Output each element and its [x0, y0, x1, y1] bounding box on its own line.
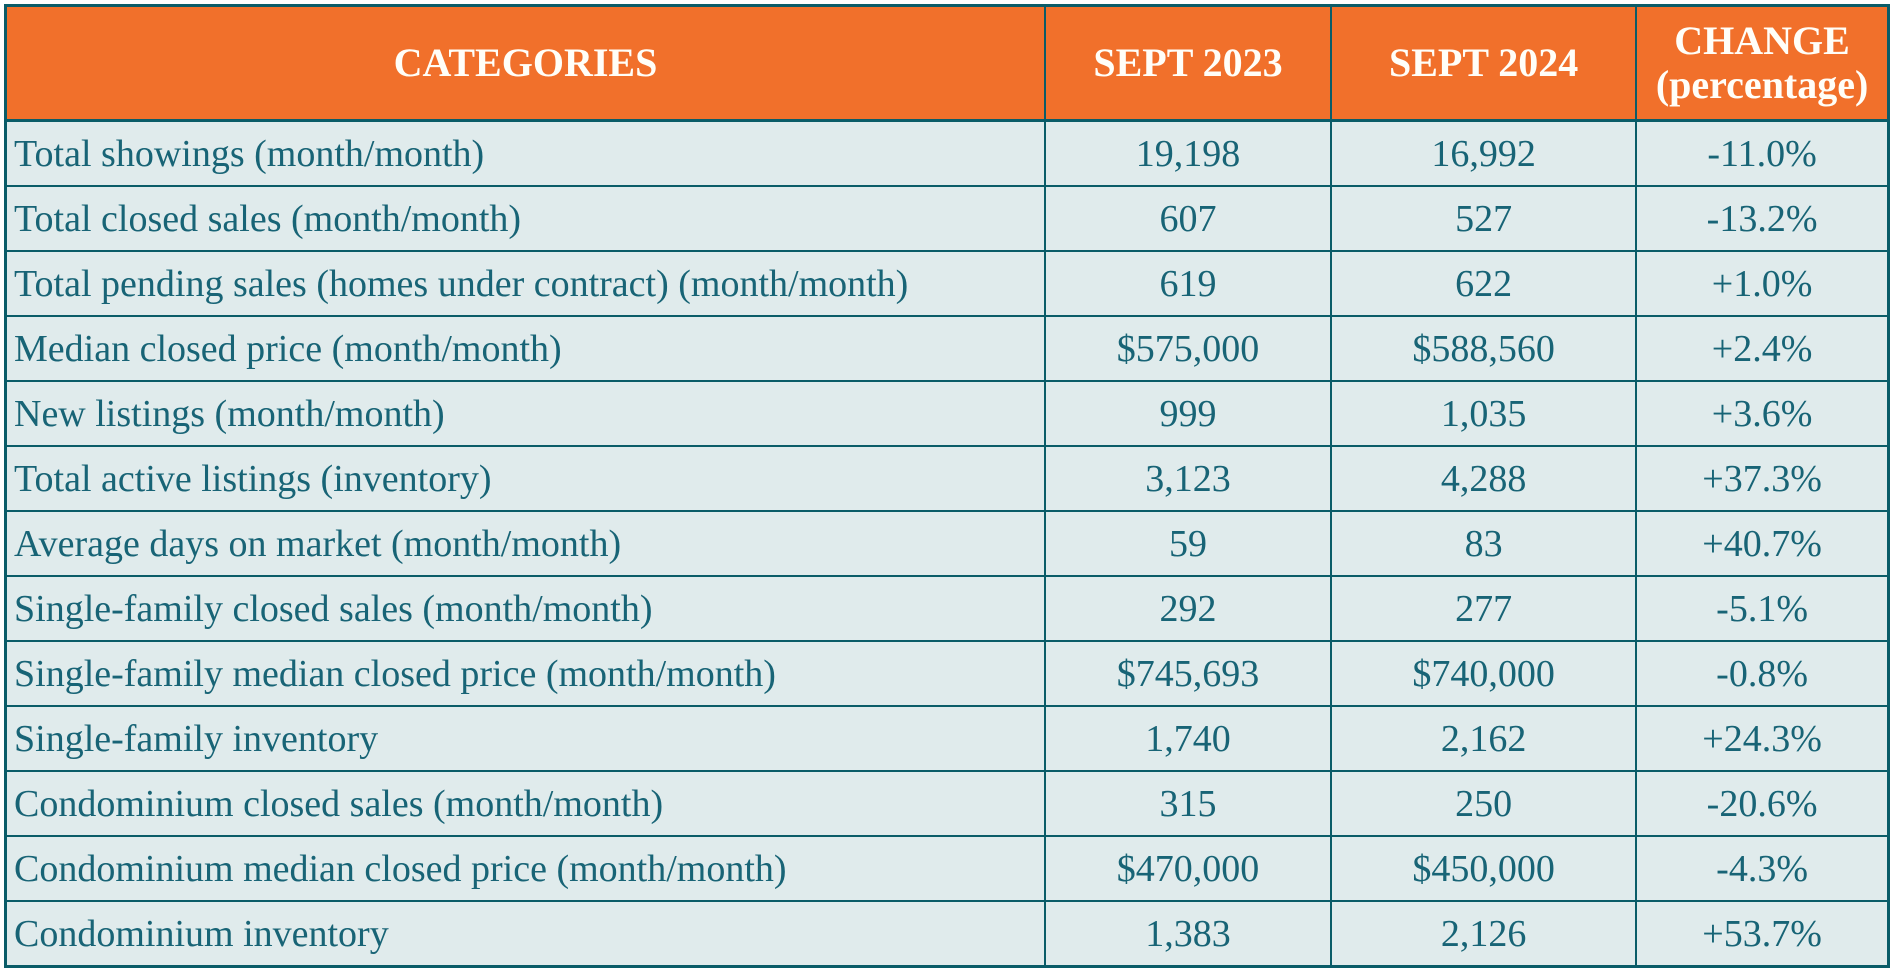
- sept-2023-value-cell: 3,123: [1043, 445, 1333, 512]
- sept-2023-value-cell: $745,693: [1043, 640, 1333, 707]
- sept-2023-value-cell: 619: [1043, 250, 1333, 317]
- change-percentage-cell: +1.0%: [1635, 250, 1890, 317]
- change-percentage-cell: +53.7%: [1635, 900, 1890, 968]
- change-percentage-cell: -11.0%: [1635, 119, 1890, 187]
- category-cell: Total showings (month/month): [4, 119, 1046, 187]
- table-row: Total closed sales (month/month) 607 527 -1…: [4, 185, 1890, 252]
- category-cell: Average days on market (month/month): [4, 510, 1046, 577]
- category-cell: Single-family median closed price (month…: [4, 640, 1046, 707]
- sept-2023-value-cell: 59: [1043, 510, 1333, 577]
- change-percentage-cell: -5.1%: [1635, 575, 1890, 642]
- change-percentage-cell: +3.6%: [1635, 380, 1890, 447]
- change-percentage-cell: +37.3%: [1635, 445, 1890, 512]
- column-header-sept-2024: SEPT 2024: [1330, 4, 1638, 122]
- table-row: Total showings (month/month) 19,198 16,992…: [4, 119, 1890, 187]
- table-row: Total active listings (inventory) 3,123 4,…: [4, 445, 1890, 512]
- header-row: CATEGORIES SEPT 2023 SEPT 2024 CHANGE (p…: [4, 4, 1890, 122]
- table-header: CATEGORIES SEPT 2023 SEPT 2024 CHANGE (p…: [4, 4, 1890, 122]
- sept-2023-value-cell: 1,383: [1043, 900, 1333, 968]
- category-cell: Condominium inventory: [4, 900, 1046, 968]
- change-percentage-cell: +40.7%: [1635, 510, 1890, 577]
- sept-2023-value-cell: 315: [1043, 770, 1333, 837]
- sept-2024-value-cell: 622: [1330, 250, 1638, 317]
- table-row: Average days on market (month/month) 59 83…: [4, 510, 1890, 577]
- column-header-change-percentage: CHANGE (percentage): [1635, 4, 1890, 122]
- market-stats-table: CATEGORIES SEPT 2023 SEPT 2024 CHANGE (p…: [4, 4, 1890, 968]
- sept-2024-value-cell: 4,288: [1330, 445, 1638, 512]
- sept-2023-value-cell: 19,198: [1043, 119, 1333, 187]
- sept-2023-value-cell: 1,740: [1043, 705, 1333, 772]
- column-header-categories: CATEGORIES: [4, 4, 1046, 122]
- table-row: New listings (month/month) 999 1,035 +3.6%: [4, 380, 1890, 447]
- category-cell: Total pending sales (homes under contrac…: [4, 250, 1046, 317]
- sept-2024-value-cell: 2,126: [1330, 900, 1638, 968]
- table-row: Median closed price (month/month) $575,00…: [4, 315, 1890, 382]
- table-row: Condominium closed sales (month/month) 31…: [4, 770, 1890, 837]
- table-row: Single-family inventory 1,740 2,162 +24.3%: [4, 705, 1890, 772]
- category-cell: Median closed price (month/month): [4, 315, 1046, 382]
- table-row: Condominium inventory 1,383 2,126 +53.7%: [4, 900, 1890, 968]
- category-cell: Total active listings (inventory): [4, 445, 1046, 512]
- category-cell: Total closed sales (month/month): [4, 185, 1046, 252]
- sept-2023-value-cell: 999: [1043, 380, 1333, 447]
- sept-2023-value-cell: $470,000: [1043, 835, 1333, 902]
- change-percentage-cell: -13.2%: [1635, 185, 1890, 252]
- sept-2023-value-cell: $575,000: [1043, 315, 1333, 382]
- sept-2024-value-cell: $450,000: [1330, 835, 1638, 902]
- sept-2023-value-cell: 292: [1043, 575, 1333, 642]
- sept-2024-value-cell: $588,560: [1330, 315, 1638, 382]
- sept-2024-value-cell: 1,035: [1330, 380, 1638, 447]
- table-body: Total showings (month/month) 19,198 16,992…: [4, 119, 1890, 968]
- sept-2024-value-cell: $740,000: [1330, 640, 1638, 707]
- change-percentage-cell: -4.3%: [1635, 835, 1890, 902]
- change-percentage-cell: +2.4%: [1635, 315, 1890, 382]
- sept-2024-value-cell: 2,162: [1330, 705, 1638, 772]
- category-cell: Single-family inventory: [4, 705, 1046, 772]
- column-header-sept-2023: SEPT 2023: [1043, 4, 1333, 122]
- change-percentage-cell: +24.3%: [1635, 705, 1890, 772]
- category-cell: Single-family closed sales (month/month): [4, 575, 1046, 642]
- change-percentage-cell: -0.8%: [1635, 640, 1890, 707]
- sept-2024-value-cell: 250: [1330, 770, 1638, 837]
- sept-2024-value-cell: 83: [1330, 510, 1638, 577]
- sept-2024-value-cell: 277: [1330, 575, 1638, 642]
- sept-2024-value-cell: 527: [1330, 185, 1638, 252]
- table-row: Single-family closed sales (month/month)…: [4, 575, 1890, 642]
- category-cell: Condominium median closed price (month/m…: [4, 835, 1046, 902]
- table-row: Total pending sales (homes under contrac…: [4, 250, 1890, 317]
- category-cell: Condominium closed sales (month/month): [4, 770, 1046, 837]
- change-percentage-cell: -20.6%: [1635, 770, 1890, 837]
- table-row: Single-family median closed price (month…: [4, 640, 1890, 707]
- sept-2023-value-cell: 607: [1043, 185, 1333, 252]
- sept-2024-value-cell: 16,992: [1330, 119, 1638, 187]
- table-row: Condominium median closed price (month/m…: [4, 835, 1890, 902]
- category-cell: New listings (month/month): [4, 380, 1046, 447]
- page-canvas: CATEGORIES SEPT 2023 SEPT 2024 CHANGE (p…: [4, 4, 1890, 968]
